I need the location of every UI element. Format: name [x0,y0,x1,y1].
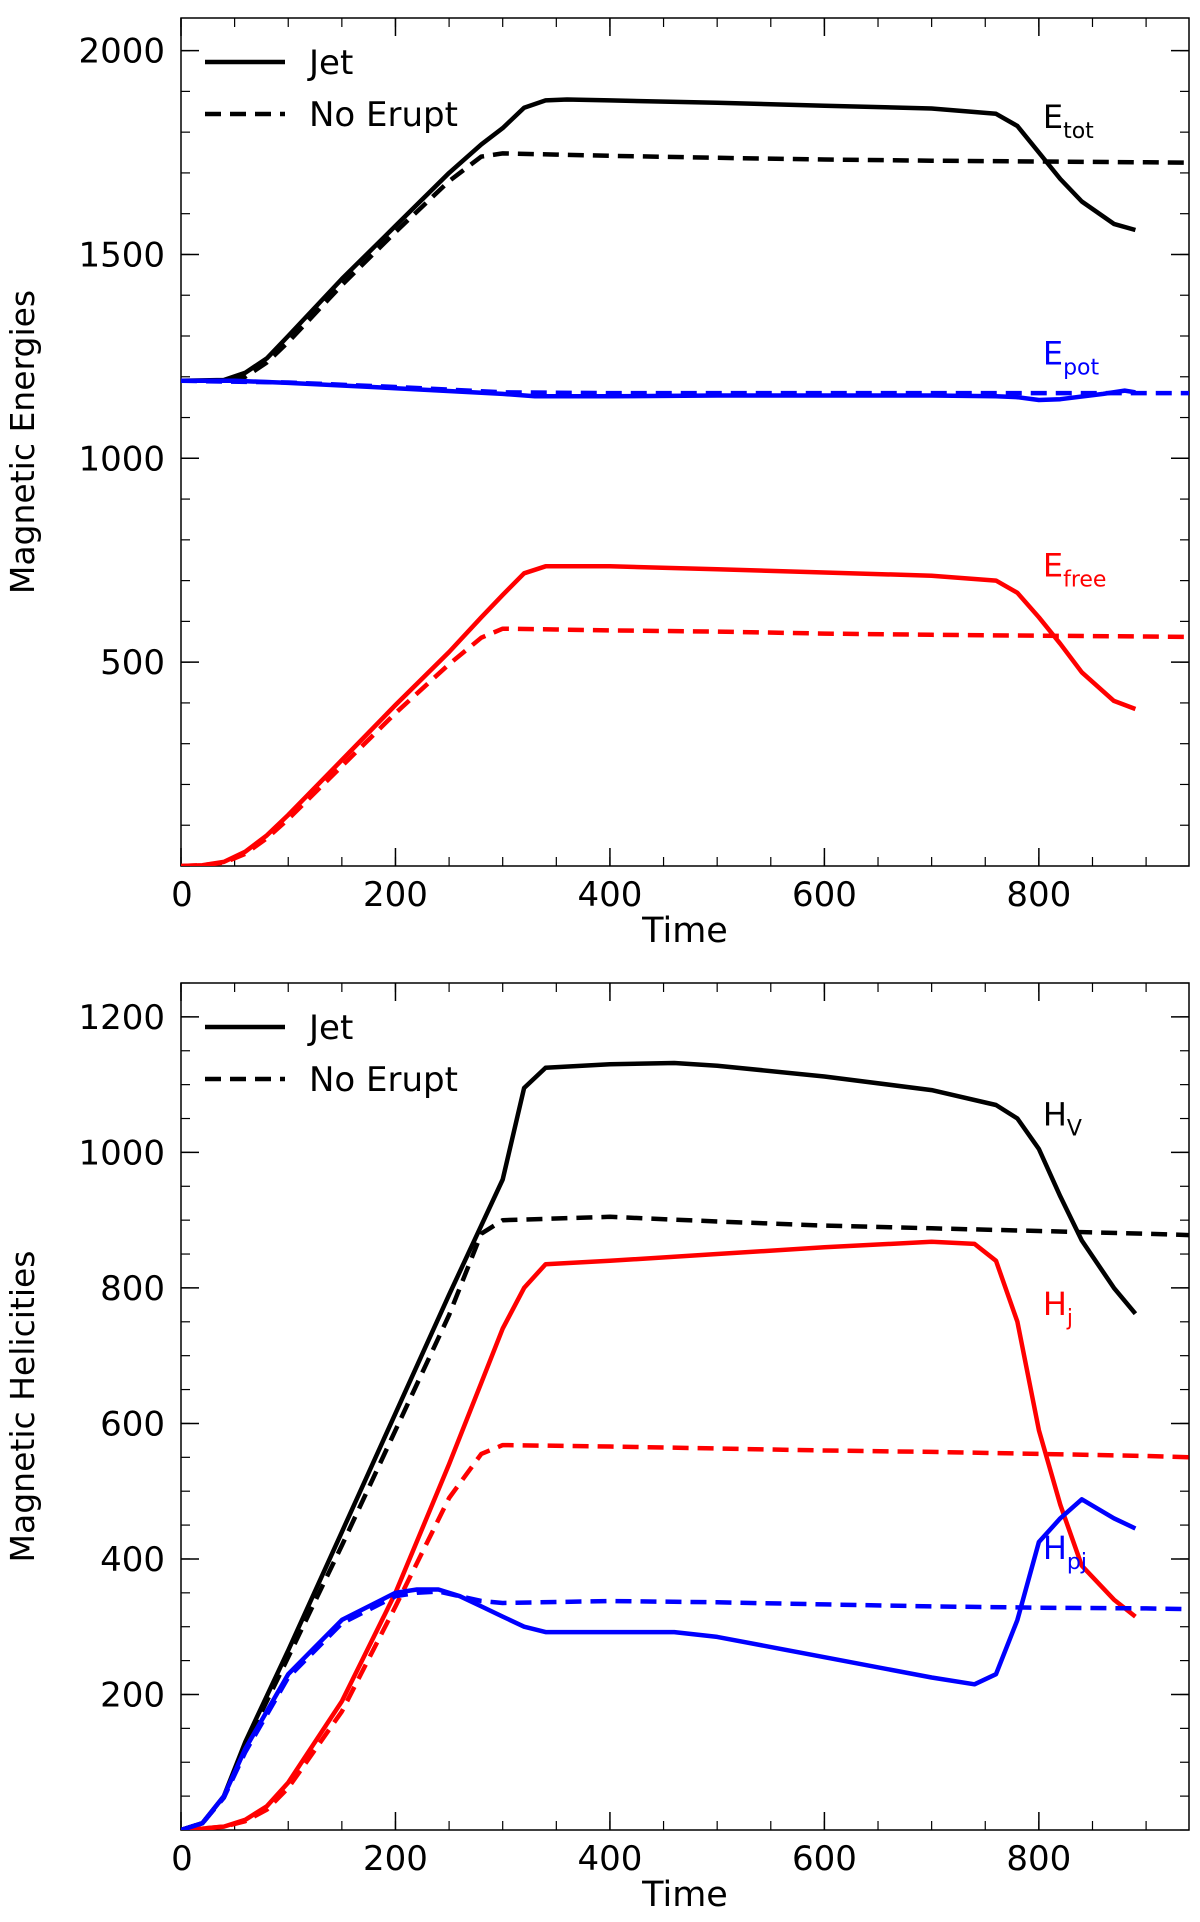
series-line-h-v-solid [181,1060,1138,1830]
annotation-h-j: Hj [1043,1285,1073,1331]
y-tick-label: 600 [100,1404,165,1444]
annotation-h-pj: Hpj [1043,1529,1087,1575]
x-tick-label: 800 [1006,1839,1071,1879]
y-tick-label: 1000 [78,439,165,479]
legend-label: Jet [307,1008,353,1048]
x-tick-label: 0 [171,875,193,915]
series-line-h-j-dashed [181,1442,1189,1830]
y-axis-label: Magnetic Helicities [3,1251,42,1563]
series-line-h-v-dashed [181,1214,1189,1830]
legend-label: No Erupt [309,95,458,135]
series-line-h-pj-solid [181,1497,1137,1830]
x-tick-label: 0 [171,1839,193,1879]
y-tick-label: 500 [100,643,165,683]
y-tick-label: 800 [100,1269,165,1309]
annotation-e-tot: Etot [1043,98,1094,144]
x-tick-label: 400 [577,875,642,915]
x-tick-label: 600 [792,1839,857,1879]
series-line-h-j-solid [181,1239,1137,1830]
series-group [181,97,1189,866]
plot-frame [180,17,1190,867]
annotation-e-pot: Epot [1043,335,1100,381]
y-tick-label: 2000 [78,32,165,72]
series-line-e-pot-solid [181,378,1136,403]
annotation-e-free: Efree [1043,547,1107,593]
x-tick-label: 400 [577,1839,642,1879]
series-line-e-free-solid [181,564,1137,866]
y-axis-label: Magnetic Energies [3,290,42,594]
y-tick-label: 1000 [78,1133,165,1173]
x-tick-label: 800 [1006,875,1071,915]
series-line-e-free-dashed [181,626,1189,866]
series-line-e-tot-dashed [181,151,1189,384]
x-tick-label: 600 [792,875,857,915]
series-group [181,1060,1189,1830]
annotation-h-v: HV [1043,1095,1082,1141]
legend-label: No Erupt [309,1060,458,1100]
legend-label: Jet [307,43,353,83]
chart-panel-2: 0 200 400 600 800 200 400 600 800 1000 1200 Time Mag… [3,982,1190,1915]
plot-frame [180,982,1190,1831]
chart-panel-1: 0 200 400 600 800 500 1000 1500 2000 Time Magnetic… [3,17,1190,951]
x-tick-label: 200 [363,875,428,915]
series-line-e-tot-solid [181,97,1137,384]
x-tick-label: 200 [363,1839,428,1879]
x-axis-label: Time [641,911,728,951]
y-tick-label: 200 [100,1675,165,1715]
y-tick-label: 1500 [78,235,165,275]
x-axis-label: Time [641,1875,728,1915]
y-tick-label: 1200 [78,998,165,1038]
series-line-h-pj-dashed [181,1589,1189,1830]
y-tick-label: 400 [100,1540,165,1580]
series-line-e-pot-dashed [181,378,1189,396]
